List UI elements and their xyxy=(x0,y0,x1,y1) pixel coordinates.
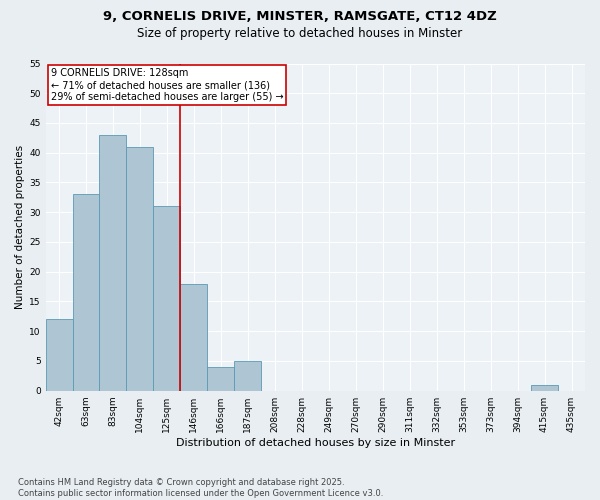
Bar xyxy=(181,284,208,391)
Bar xyxy=(154,206,181,390)
Text: Size of property relative to detached houses in Minster: Size of property relative to detached ho… xyxy=(137,28,463,40)
Text: 9 CORNELIS DRIVE: 128sqm
← 71% of detached houses are smaller (136)
29% of semi-: 9 CORNELIS DRIVE: 128sqm ← 71% of detach… xyxy=(51,68,284,102)
Bar xyxy=(46,320,73,390)
Bar xyxy=(208,367,235,390)
X-axis label: Distribution of detached houses by size in Minster: Distribution of detached houses by size … xyxy=(176,438,455,448)
Y-axis label: Number of detached properties: Number of detached properties xyxy=(15,145,25,309)
Bar xyxy=(73,194,100,390)
Bar xyxy=(235,361,262,390)
Bar xyxy=(531,385,558,390)
Text: Contains HM Land Registry data © Crown copyright and database right 2025.
Contai: Contains HM Land Registry data © Crown c… xyxy=(18,478,383,498)
Bar xyxy=(100,135,127,390)
Bar xyxy=(127,147,154,390)
Text: 9, CORNELIS DRIVE, MINSTER, RAMSGATE, CT12 4DZ: 9, CORNELIS DRIVE, MINSTER, RAMSGATE, CT… xyxy=(103,10,497,23)
